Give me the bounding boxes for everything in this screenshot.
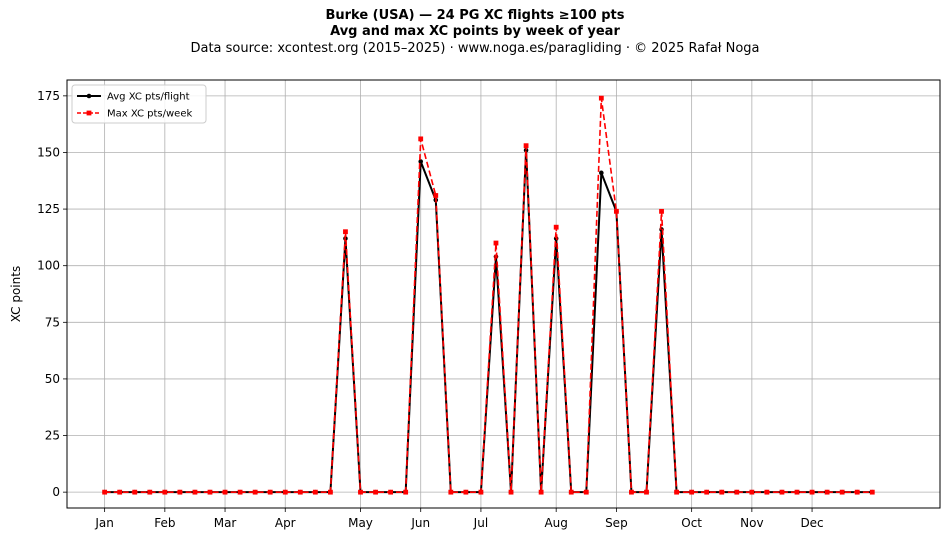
max-point bbox=[629, 489, 634, 495]
max-point bbox=[328, 489, 333, 495]
max-point bbox=[598, 95, 604, 101]
max-point bbox=[478, 489, 484, 495]
max-point bbox=[869, 489, 875, 495]
max-point bbox=[207, 489, 213, 495]
max-point bbox=[644, 489, 649, 495]
x-tick-label: Nov bbox=[740, 516, 763, 530]
max-point bbox=[177, 489, 183, 495]
y-tick-label: 150 bbox=[37, 145, 60, 159]
x-tick-label: Apr bbox=[275, 516, 296, 530]
x-tick-label: Oct bbox=[681, 516, 702, 530]
max-point bbox=[358, 489, 363, 495]
max-point bbox=[343, 229, 348, 235]
series-line-max bbox=[104, 97, 873, 493]
max-point bbox=[719, 489, 725, 495]
legend-marker bbox=[86, 93, 92, 99]
legend-marker bbox=[86, 110, 92, 116]
max-point bbox=[493, 240, 499, 246]
data-source-line: Data source: xcontest.org (2015–2025) · … bbox=[190, 41, 760, 56]
x-tick-label: Feb bbox=[154, 516, 175, 530]
max-point bbox=[282, 489, 288, 495]
max-point bbox=[433, 193, 439, 198]
avg-point bbox=[418, 159, 424, 164]
avg-point bbox=[523, 147, 529, 153]
max-point bbox=[704, 489, 710, 495]
chart-title: Burke (USA) — 24 PG XC flights ≥100 pts bbox=[325, 8, 625, 23]
max-point bbox=[312, 489, 318, 495]
max-point bbox=[192, 489, 198, 495]
plot-frame bbox=[66, 79, 941, 509]
y-axis-label: XC points bbox=[9, 266, 23, 322]
max-point bbox=[448, 489, 454, 495]
series-layer bbox=[102, 95, 875, 495]
max-point bbox=[463, 489, 469, 495]
max-point bbox=[222, 489, 228, 495]
max-point bbox=[373, 489, 378, 495]
max-point bbox=[764, 489, 770, 495]
max-point bbox=[388, 489, 394, 495]
legend: Avg XC pts/flight Max XC pts/week bbox=[71, 84, 207, 124]
avg-point bbox=[599, 170, 604, 176]
max-point bbox=[117, 489, 123, 495]
max-point bbox=[674, 489, 679, 495]
max-point bbox=[583, 489, 589, 495]
y-tick-label: 100 bbox=[37, 259, 60, 273]
max-point bbox=[839, 489, 845, 495]
x-tick-label: Aug bbox=[544, 516, 567, 530]
y-tick-label: 50 bbox=[45, 372, 60, 386]
max-point bbox=[749, 489, 755, 495]
series-line-avg bbox=[104, 149, 873, 494]
max-point bbox=[553, 224, 559, 230]
x-tick-label: Jan bbox=[94, 516, 114, 530]
y-tick-label: 25 bbox=[45, 429, 60, 443]
x-tick-label: Dec bbox=[800, 516, 823, 530]
max-point bbox=[508, 489, 514, 495]
x-tick-label: Jul bbox=[473, 516, 488, 530]
max-point bbox=[568, 489, 574, 495]
max-point bbox=[613, 208, 619, 214]
max-point bbox=[824, 489, 830, 495]
max-point bbox=[297, 489, 303, 495]
max-point bbox=[809, 489, 815, 495]
chart-titles: Burke (USA) — 24 PG XC flights ≥100 pts … bbox=[0, 8, 950, 57]
legend-label: Max XC pts/week bbox=[107, 109, 192, 120]
max-point bbox=[734, 489, 740, 495]
max-point bbox=[252, 489, 258, 495]
max-point bbox=[659, 208, 664, 214]
max-point bbox=[147, 489, 153, 495]
max-point bbox=[403, 489, 409, 495]
y-tick-label: 175 bbox=[37, 89, 60, 103]
x-tick-label: Sep bbox=[605, 516, 628, 530]
chart-subtitle: Avg and max XC points by week of year bbox=[330, 24, 620, 39]
max-point bbox=[854, 489, 860, 495]
grid-lines bbox=[67, 80, 940, 508]
legend-box bbox=[71, 84, 207, 124]
max-point bbox=[689, 489, 695, 495]
max-point bbox=[418, 136, 424, 142]
max-point bbox=[132, 489, 138, 495]
axis-ticks: 0 25 50 75 100 125 150 175 Jan Feb Mar Apr May Jun Jul… bbox=[37, 89, 824, 530]
max-point bbox=[267, 489, 273, 495]
max-point bbox=[779, 489, 785, 495]
y-tick-label: 125 bbox=[37, 202, 60, 216]
max-point bbox=[162, 489, 168, 495]
x-tick-label: Jun bbox=[410, 516, 430, 530]
max-point bbox=[538, 489, 544, 495]
max-point bbox=[102, 489, 108, 495]
x-tick-label: Mar bbox=[214, 516, 237, 530]
max-point bbox=[523, 143, 529, 149]
max-point bbox=[794, 489, 800, 495]
y-tick-label: 75 bbox=[45, 315, 60, 329]
y-tick-label: 0 bbox=[52, 485, 60, 499]
x-tick-label: May bbox=[348, 516, 373, 530]
max-point bbox=[237, 489, 243, 495]
legend-label: Avg XC pts/flight bbox=[107, 92, 190, 103]
